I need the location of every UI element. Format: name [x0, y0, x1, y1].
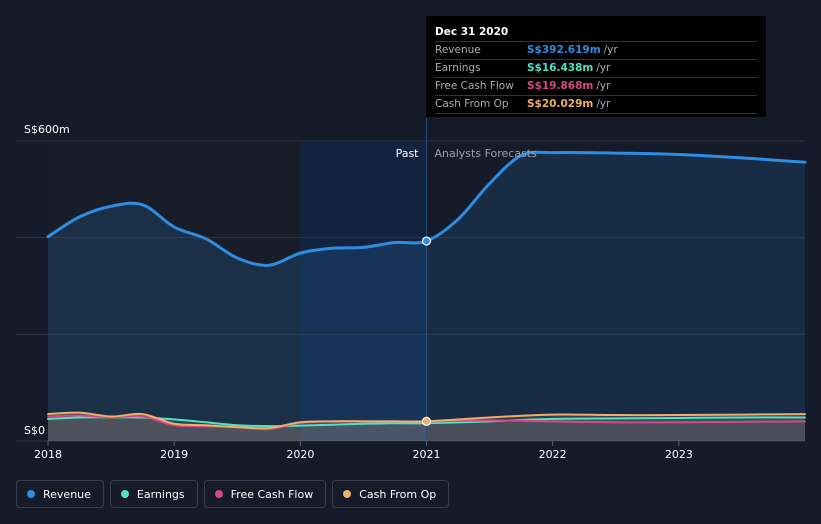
series-line-revenue [46, 150, 807, 267]
tooltip-row-revenue: Revenue S$392.619m /yr [435, 42, 757, 60]
tooltip-value: S$16.438m [527, 62, 594, 74]
legend-item-cash-from-op[interactable]: Cash From Op [332, 480, 450, 508]
y-tick-label: S$600m [24, 123, 70, 136]
tooltip-unit: /yr [596, 62, 611, 74]
legend-dot-icon [343, 490, 352, 498]
x-tick-label: 2022 [539, 448, 567, 461]
x-tick-label: 2018 [34, 448, 62, 461]
tooltip-unit: /yr [596, 80, 611, 92]
point-cash-from-op [421, 416, 432, 426]
forecast-label: Analysts Forecasts [435, 147, 538, 160]
tooltip-unit: /yr [596, 98, 611, 110]
tooltip-row-cash-from-op: Cash From Op S$20.029m /yr [435, 96, 757, 114]
tooltip-label: Cash From Op [435, 98, 509, 110]
legend-dot-icon [27, 490, 35, 498]
tooltip-row-earnings: Earnings S$16.438m /yr [435, 60, 757, 78]
tooltip-value: S$20.029m [527, 98, 594, 110]
legend-dot-icon [214, 490, 223, 498]
legend-item-free-cash-flow[interactable]: Free Cash Flow [203, 480, 327, 508]
x-tick-label: 2019 [160, 448, 188, 461]
tooltip-unit: /yr [603, 44, 618, 56]
chart-legend: Revenue Earnings Free Cash Flow Cash Fro… [16, 480, 450, 508]
chart-tooltip: Dec 31 2020 Revenue S$392.619m /yr Earni… [426, 16, 766, 117]
legend-label: Revenue [43, 487, 91, 501]
tooltip-date: Dec 31 2020 [435, 24, 757, 42]
x-tick-label: 2023 [665, 448, 693, 461]
tooltip-label: Free Cash Flow [435, 80, 514, 92]
tooltip-label: Earnings [435, 62, 481, 74]
past-label: Past [396, 147, 420, 160]
series-line-cash-from-op [47, 411, 806, 430]
highlight-region [300, 141, 427, 441]
legend-item-revenue[interactable]: Revenue [16, 480, 104, 508]
legend-label: Cash From Op [359, 487, 437, 501]
legend-label: Free Cash Flow [230, 487, 314, 501]
x-tick-label: 2020 [286, 448, 314, 461]
tooltip-value: S$19.868m [527, 80, 594, 92]
tooltip-row-free-cash-flow: Free Cash Flow S$19.868m /yr [435, 78, 757, 96]
point-revenue [421, 236, 432, 246]
tooltip-label: Revenue [435, 44, 481, 56]
y-tick-label: S$0 [24, 424, 45, 437]
tooltip-value: S$392.619m [527, 44, 601, 56]
x-tick-label: 2021 [413, 448, 441, 461]
legend-label: Earnings [136, 487, 185, 501]
legend-dot-icon [120, 490, 129, 498]
legend-item-earnings[interactable]: Earnings [109, 480, 198, 508]
